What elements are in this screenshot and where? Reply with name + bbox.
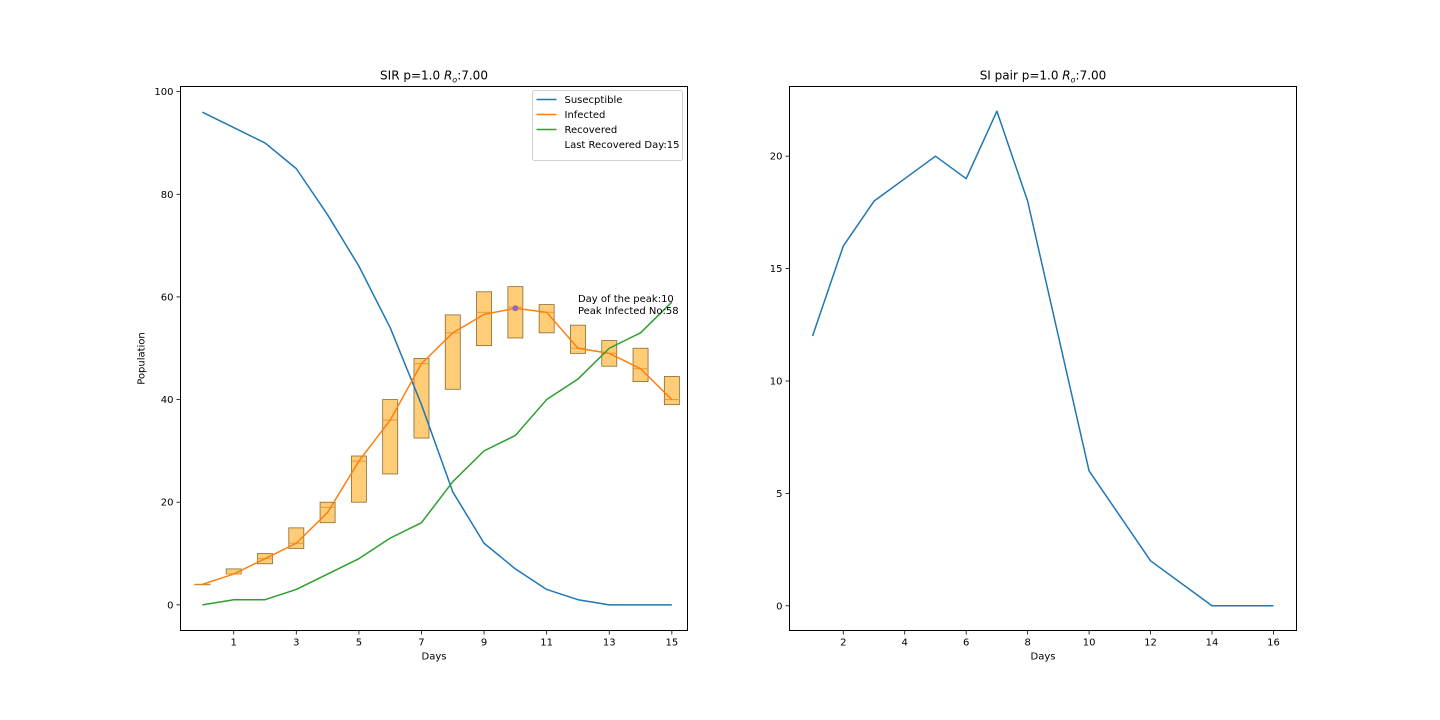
chart-title-main: SIR p=1.0 xyxy=(380,69,444,83)
y-tick-label: 0 xyxy=(776,601,782,612)
x-tick-label: 4 xyxy=(902,638,908,649)
y-tick-label: 100 xyxy=(154,87,173,98)
chart-title-main: SI pair p=1.0 xyxy=(980,69,1063,83)
chart-title-r-subscript: o xyxy=(452,76,457,85)
y-axis-label: Population xyxy=(137,332,148,385)
recovered-line xyxy=(202,301,673,606)
sir-chart-panel: SIR p=1.0 Ro:7.00 Day of the peak:10Peak … xyxy=(137,69,688,663)
y-tick-label: 20 xyxy=(161,498,174,509)
infected-range-box xyxy=(632,347,649,382)
legend-last-recovered-day: Last Recovered Day:15 xyxy=(565,140,680,151)
peak-annotation-line: Day of the peak:10 xyxy=(578,294,674,305)
axes-frame xyxy=(180,86,688,631)
chart-title: SI pair p=1.0 Ro:7.00 xyxy=(980,69,1107,85)
x-tick-label: 3 xyxy=(293,638,299,649)
susecptible-line xyxy=(202,111,672,606)
chart-title-r-subscript: o xyxy=(1071,76,1076,85)
x-tick-label: 2 xyxy=(840,638,846,649)
chart-title-r-value: :7.00 xyxy=(457,69,488,83)
y-tick-label: 80 xyxy=(161,190,174,201)
x-tick-label: 13 xyxy=(603,638,616,649)
y-tick-label: 60 xyxy=(161,292,174,303)
infected-range-box xyxy=(476,291,492,347)
chart-title-r: R xyxy=(444,69,452,83)
chart-title-r: R xyxy=(1062,69,1070,83)
si-pair-line xyxy=(811,110,1274,607)
x-tick-label: 16 xyxy=(1267,638,1280,649)
infected-range-box xyxy=(663,376,680,406)
y-tick-label: 15 xyxy=(770,264,783,275)
x-tick-label: 14 xyxy=(1206,638,1219,649)
x-tick-label: 9 xyxy=(481,638,487,649)
y-tick-label: 5 xyxy=(776,489,782,500)
infected-line xyxy=(202,307,673,586)
x-tick-label: 5 xyxy=(356,638,362,649)
legend-box xyxy=(532,90,683,161)
x-tick-label: 7 xyxy=(418,638,424,649)
axes-frame xyxy=(789,86,1297,631)
x-axis-label: Days xyxy=(422,652,447,663)
x-tick-label: 15 xyxy=(665,638,678,649)
x-tick-label: 11 xyxy=(540,638,553,649)
x-tick-label: 12 xyxy=(1144,638,1157,649)
legend-label-susecptible: Susecptible xyxy=(565,95,623,106)
legend-label-recovered: Recovered xyxy=(565,125,618,136)
x-tick-label: 8 xyxy=(1024,638,1030,649)
infected-range-box xyxy=(382,399,399,475)
y-tick-label: 40 xyxy=(161,395,174,406)
infected-range-box xyxy=(413,358,430,439)
chart-title: SIR p=1.0 Ro:7.00 xyxy=(380,69,488,85)
legend-label-infected: Infected xyxy=(565,110,606,121)
peak-marker xyxy=(512,305,519,312)
y-tick-label: 10 xyxy=(770,376,783,387)
x-axis-label: Days xyxy=(1031,652,1056,663)
y-tick-label: 20 xyxy=(770,152,783,163)
peak-annotation-line: Peak Infected No:58 xyxy=(578,306,679,317)
si-pair-chart-panel: SI pair p=1.0 Ro:7.00 2 4 6 8 10 12 14 16 0 5 10 15 2… xyxy=(770,69,1297,663)
y-tick-label: 0 xyxy=(167,600,173,611)
x-tick-label: 1 xyxy=(231,638,237,649)
chart-title-r-value: :7.00 xyxy=(1076,69,1107,83)
infected-range-box xyxy=(507,286,524,339)
x-tick-label: 6 xyxy=(963,638,969,649)
infected-range-box xyxy=(444,314,461,390)
infected-range-box xyxy=(350,455,367,503)
x-tick-label: 10 xyxy=(1083,638,1096,649)
